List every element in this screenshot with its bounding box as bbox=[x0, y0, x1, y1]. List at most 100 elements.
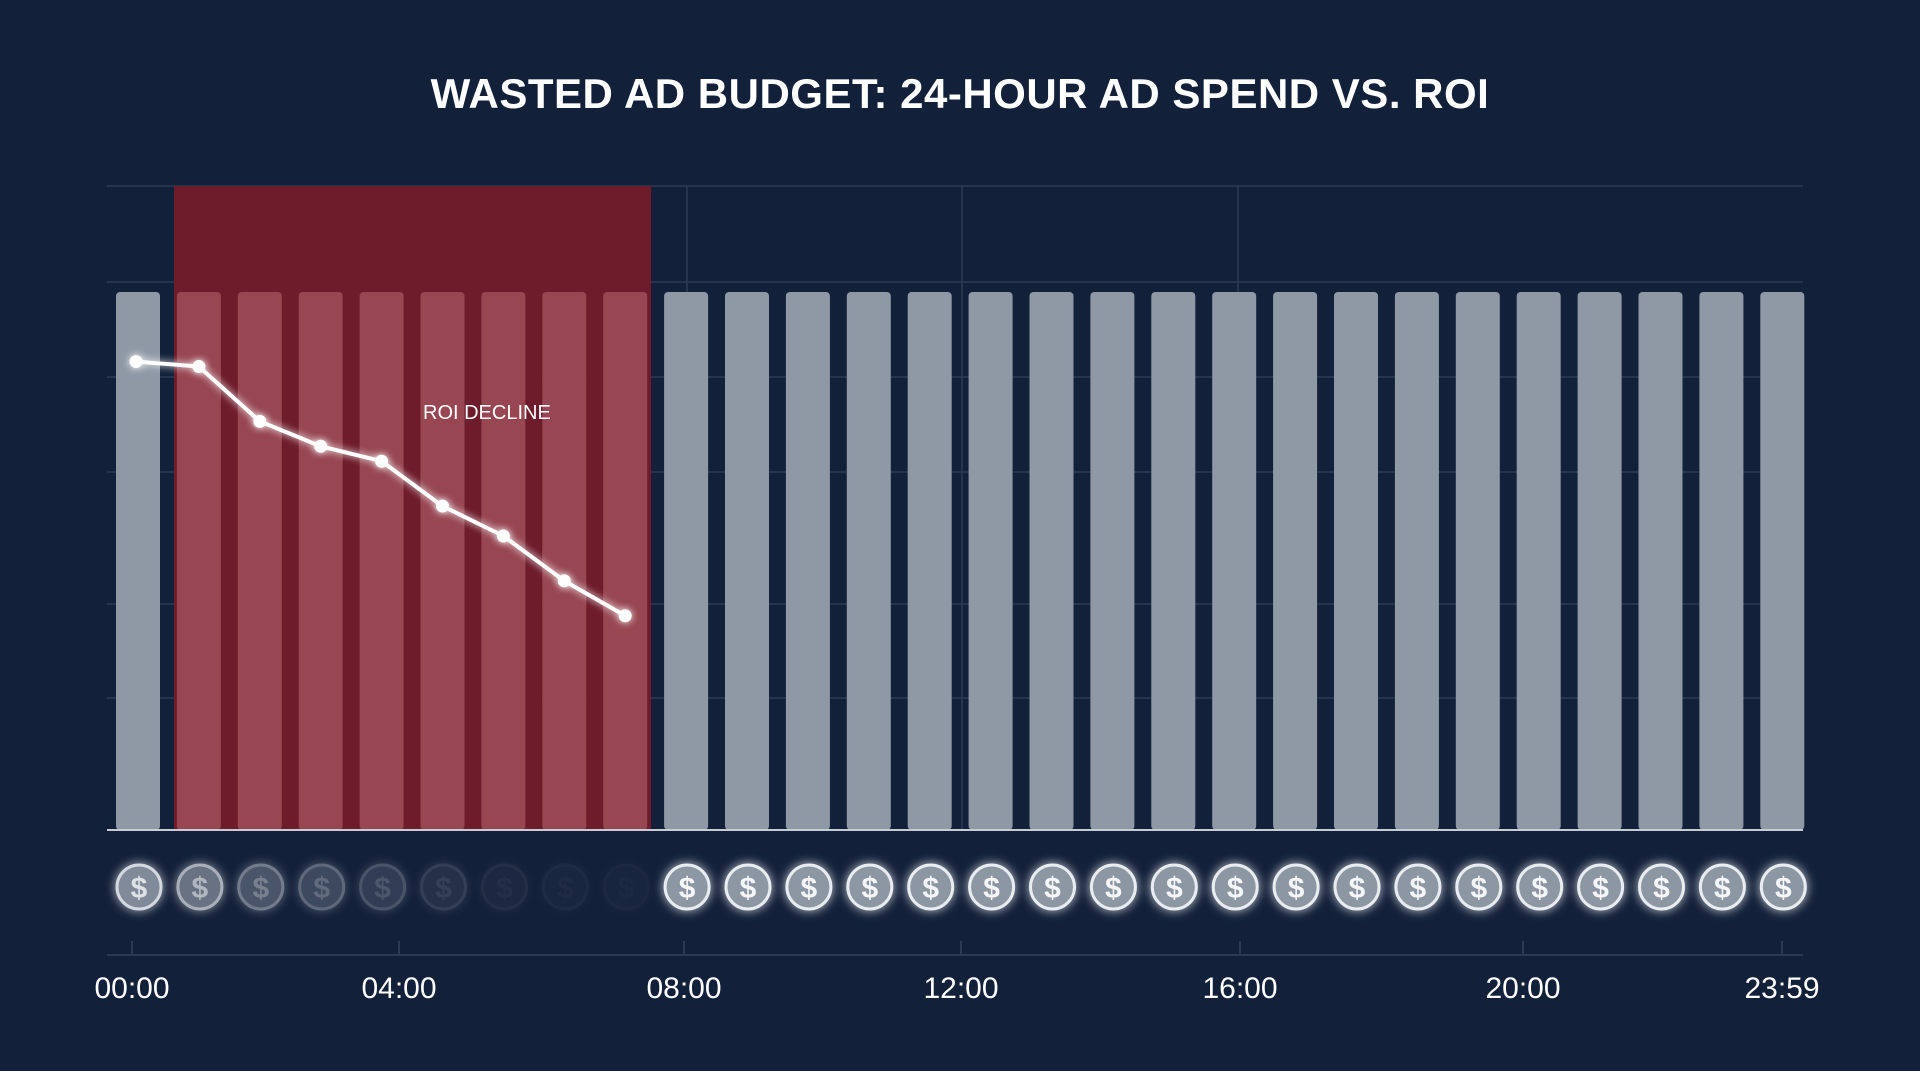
bar-hour-21 bbox=[1394, 292, 1439, 830]
x-tick-label: 00:00 bbox=[94, 972, 169, 1005]
coin-dollar-symbol: $ bbox=[557, 872, 574, 905]
coin-body bbox=[420, 863, 467, 911]
coin-row: $ $ $ $ $ $ $ $ $ $ $ $ $ $ $ $ $ $ $ $ $ $ $ $ $ $ $ $ bbox=[115, 863, 1807, 911]
dollar-coin-icon: $ bbox=[602, 863, 650, 911]
dollar-coin-icon: $ bbox=[1029, 863, 1076, 911]
coin-body bbox=[237, 863, 285, 911]
roi-point-5 bbox=[436, 499, 449, 513]
bar-hour-14 bbox=[968, 292, 1013, 830]
bar-hour-23 bbox=[1516, 292, 1561, 830]
dollar-coin-icon: $ bbox=[420, 863, 467, 911]
x-tick-label: 04:00 bbox=[361, 972, 436, 1005]
coin-dollar-symbol: $ bbox=[922, 872, 939, 905]
dollar-coin-icon: $ bbox=[1638, 863, 1685, 911]
roi-decline-annotation: ROI DECLINE bbox=[423, 402, 551, 424]
bar-hour-15 bbox=[1029, 292, 1074, 830]
dollar-coin-icon: $ bbox=[1333, 863, 1381, 911]
bar-hour-18 bbox=[1212, 292, 1257, 830]
coin-body bbox=[1516, 863, 1564, 911]
dollar-coin-icon: $ bbox=[541, 863, 589, 911]
coin-body bbox=[724, 863, 772, 911]
coin-dollar-symbol: $ bbox=[374, 872, 391, 905]
bar-hour-0 bbox=[116, 292, 160, 830]
coin-body bbox=[1272, 863, 1320, 911]
bar-hour-24 bbox=[1577, 292, 1622, 830]
coin-dollar-symbol: $ bbox=[1531, 872, 1548, 905]
dollar-coin-icon: $ bbox=[1455, 863, 1503, 911]
dollar-coin-icon: $ bbox=[480, 863, 528, 911]
dollar-coin-icon: $ bbox=[359, 863, 407, 911]
coin-body bbox=[785, 863, 833, 911]
bar-hour-19 bbox=[1273, 292, 1318, 830]
coin-dollar-symbol: $ bbox=[801, 872, 818, 905]
dollar-coin-icon: $ bbox=[176, 863, 224, 911]
dollar-coin-icon: $ bbox=[1759, 863, 1807, 911]
bar-hour-27 bbox=[1760, 292, 1805, 830]
coin-body bbox=[1211, 863, 1259, 911]
x-tick-label: 23:59 bbox=[1744, 972, 1819, 1005]
dollar-coin-icon: $ bbox=[663, 863, 711, 911]
dollar-coin-icon: $ bbox=[1150, 863, 1198, 911]
coin-dollar-symbol: $ bbox=[252, 872, 269, 905]
coin-body bbox=[1089, 863, 1137, 911]
bar-hour-1 bbox=[176, 292, 221, 830]
coin-body bbox=[1698, 863, 1746, 911]
bar-hour-22 bbox=[1455, 292, 1500, 830]
dollar-coin-icon: $ bbox=[785, 863, 833, 911]
dollar-coin-icon: $ bbox=[1211, 863, 1259, 911]
roi-point-7 bbox=[557, 574, 571, 588]
x-tick-label: 08:00 bbox=[646, 972, 721, 1005]
bar-hour-25 bbox=[1638, 292, 1683, 830]
dollar-coin-icon: $ bbox=[115, 863, 163, 911]
coin-body bbox=[1394, 863, 1442, 911]
roi-point-1 bbox=[192, 360, 206, 374]
x-tick-label: 20:00 bbox=[1485, 972, 1560, 1005]
coin-body bbox=[846, 863, 894, 911]
coin-dollar-symbol: $ bbox=[1410, 872, 1427, 905]
bar-hour-17 bbox=[1151, 292, 1196, 830]
coin-body bbox=[602, 863, 650, 911]
coin-dollar-symbol: $ bbox=[1349, 872, 1366, 905]
coin-body bbox=[480, 863, 528, 911]
roi-point-3 bbox=[314, 439, 328, 453]
roi-point-4 bbox=[375, 454, 389, 468]
x-tick-label: 16:00 bbox=[1202, 972, 1277, 1005]
chart-title: WASTED AD BUDGET: 24-HOUR AD SPEND VS. R… bbox=[430, 70, 1490, 117]
bar-hour-5 bbox=[420, 292, 465, 830]
dollar-coin-icon: $ bbox=[1272, 863, 1320, 911]
dollar-coin-icon: $ bbox=[724, 863, 772, 911]
x-tick-label: 12:00 bbox=[923, 972, 998, 1005]
bar-hour-7 bbox=[542, 292, 587, 830]
coin-dollar-symbol: $ bbox=[740, 872, 757, 905]
coin-body bbox=[1029, 863, 1076, 911]
coin-body bbox=[968, 863, 1016, 911]
bar-hour-2 bbox=[237, 292, 282, 830]
coin-body bbox=[298, 863, 346, 911]
coin-body bbox=[541, 863, 589, 911]
coin-body bbox=[1455, 863, 1503, 911]
coin-dollar-symbol: $ bbox=[1714, 872, 1731, 905]
bar-hour-10 bbox=[725, 292, 769, 830]
coin-body bbox=[1577, 863, 1625, 911]
coin-body bbox=[1150, 863, 1198, 911]
coin-dollar-symbol: $ bbox=[1470, 872, 1487, 905]
coin-dollar-symbol: $ bbox=[679, 872, 696, 905]
coin-dollar-symbol: $ bbox=[1044, 872, 1061, 905]
x-axis: 00:00 04:00 08:00 12:00 16:00 20:00 23:59 bbox=[94, 941, 1820, 1005]
coin-dollar-symbol: $ bbox=[1105, 872, 1122, 905]
coin-dollar-symbol: $ bbox=[131, 872, 148, 905]
coin-dollar-symbol: $ bbox=[1775, 872, 1792, 905]
bar-hour-26 bbox=[1699, 292, 1744, 830]
coin-body bbox=[1759, 863, 1807, 911]
roi-line-group: ROI DECLINE bbox=[129, 355, 632, 623]
dollar-coin-icon: $ bbox=[968, 863, 1016, 911]
roi-point-0 bbox=[129, 355, 143, 369]
coin-body bbox=[176, 863, 224, 911]
dollar-coin-icon: $ bbox=[1089, 863, 1137, 911]
coin-body bbox=[1333, 863, 1381, 911]
coin-dollar-symbol: $ bbox=[1288, 872, 1305, 905]
roi-point-8 bbox=[618, 609, 632, 623]
bar-hour-20 bbox=[1334, 292, 1378, 830]
coin-dollar-symbol: $ bbox=[1653, 872, 1670, 905]
